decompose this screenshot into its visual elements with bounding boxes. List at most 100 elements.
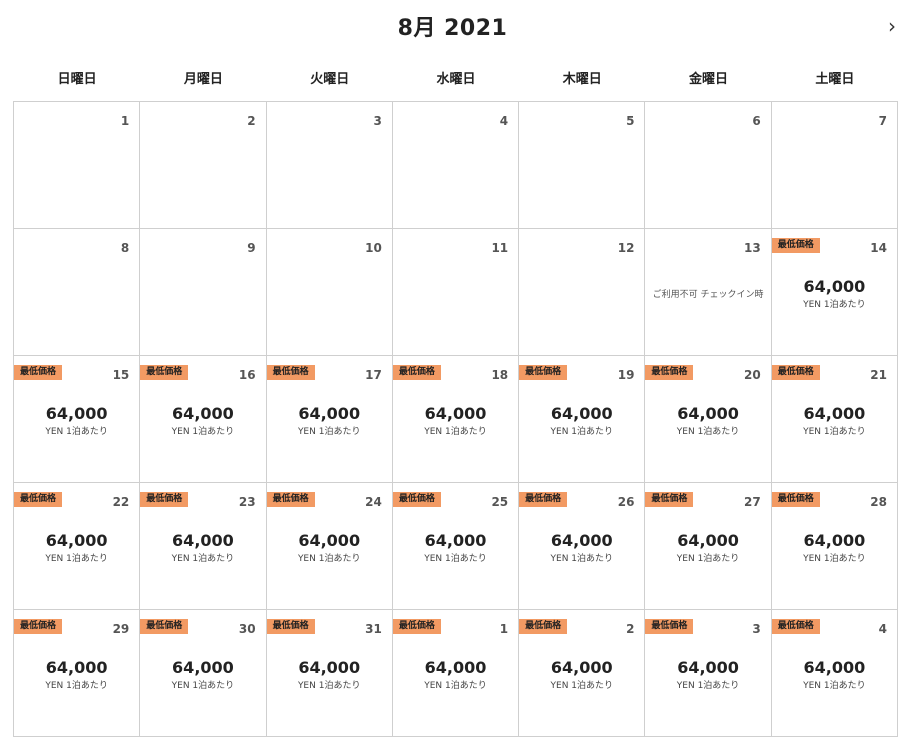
day-cell[interactable]: 20 最低価格 64,000 YEN 1泊あたり <box>645 356 772 483</box>
price-unit: YEN 1泊あたり <box>803 427 866 437</box>
price-unit: YEN 1泊あたり <box>803 681 866 691</box>
day-cell[interactable]: 31 最低価格 64,000 YEN 1泊あたり <box>266 610 393 737</box>
calendar-grid: 1 2 3 4 5 6 7 8 9 10 11 12 13 ご利用不可 チェックイン時 14 最低価格 64,0… <box>13 101 898 737</box>
day-number: 18 <box>491 368 509 382</box>
day-cell[interactable]: 21 最低価格 64,000 YEN 1泊あたり <box>771 356 898 483</box>
day-number: 16 <box>238 368 256 382</box>
price-unit: YEN 1泊あたり <box>803 554 866 564</box>
lowest-price-badge: 最低価格 <box>140 492 189 507</box>
lowest-price-badge: 最低価格 <box>771 619 820 634</box>
day-number: 8 <box>120 241 130 255</box>
price-unit: YEN 1泊あたり <box>297 427 361 437</box>
day-price: 64,000 <box>550 658 613 677</box>
day-price: 64,000 <box>424 658 487 677</box>
day-price: 64,000 <box>803 658 866 677</box>
day-number: 2 <box>626 622 635 636</box>
day-price: 64,000 <box>677 658 739 677</box>
price-unit: YEN 1泊あたり <box>550 427 614 437</box>
day-price: 64,000 <box>424 531 487 550</box>
day-price: 64,000 <box>550 404 613 423</box>
price-unit: YEN 1泊あたり <box>676 681 740 691</box>
day-cell[interactable]: 24 最低価格 64,000 YEN 1泊あたり <box>266 483 393 610</box>
day-number: 4 <box>499 114 509 128</box>
day-cell[interactable]: 8 <box>14 229 141 356</box>
day-cell[interactable]: 10 <box>266 229 393 356</box>
day-cell[interactable]: 15 最低価格 64,000 YEN 1泊あたり <box>14 356 141 483</box>
day-cell[interactable]: 27 最低価格 64,000 YEN 1泊あたり <box>645 483 772 610</box>
weekday-label: 金曜日 <box>689 72 729 87</box>
day-number: 29 <box>112 622 130 636</box>
day-number: 7 <box>878 114 887 128</box>
day-cell[interactable]: 2 <box>140 102 267 229</box>
price-unit: YEN 1泊あたり <box>424 554 487 564</box>
day-cell[interactable]: 7 <box>771 102 898 229</box>
weekday-label: 水曜日 <box>436 72 476 87</box>
day-cell[interactable]: 17 最低価格 64,000 YEN 1泊あたり <box>266 356 393 483</box>
day-price: 64,000 <box>803 531 866 550</box>
lowest-price-badge: 最低価格 <box>519 619 568 634</box>
day-number: 30 <box>238 622 256 636</box>
lowest-price-badge: 最低価格 <box>14 619 63 634</box>
chevron-right-icon[interactable]: › <box>888 14 896 38</box>
day-number: 12 <box>617 241 635 255</box>
day-number: 3 <box>752 622 761 636</box>
day-number: 24 <box>365 495 382 509</box>
weekday-label: 日曜日 <box>57 72 97 87</box>
day-cell[interactable]: 22 最低価格 64,000 YEN 1泊あたり <box>14 483 141 610</box>
day-price: 64,000 <box>172 531 234 550</box>
lowest-price-badge: 最低価格 <box>392 619 441 634</box>
day-price: 64,000 <box>45 404 108 423</box>
lowest-price-badge: 最低価格 <box>266 365 315 380</box>
day-cell[interactable]: 28 最低価格 64,000 YEN 1泊あたり <box>771 483 898 610</box>
day-cell[interactable]: 16 最低価格 64,000 YEN 1泊あたり <box>140 356 267 483</box>
day-number: 21 <box>870 368 887 382</box>
day-cell[interactable]: 3 最低価格 64,000 YEN 1泊あたり <box>645 610 772 737</box>
price-unit: YEN 1泊あたり <box>171 681 235 691</box>
price-unit: YEN 1泊あたり <box>803 300 866 310</box>
day-cell[interactable]: 2 最低価格 64,000 YEN 1泊あたり <box>519 610 646 737</box>
weekday-label: 土曜日 <box>815 72 855 87</box>
day-cell[interactable]: 1 最低価格 64,000 YEN 1泊あたり <box>392 610 520 737</box>
price-unit: YEN 1泊あたり <box>550 554 614 564</box>
day-cell[interactable]: 25 最低価格 64,000 YEN 1泊あたり <box>392 483 520 610</box>
day-cell[interactable]: 3 <box>266 102 393 229</box>
price-unit: YEN 1泊あたり <box>297 681 361 691</box>
day-cell[interactable]: 13 ご利用不可 チェックイン時 <box>645 229 772 356</box>
lowest-price-badge: 最低価格 <box>266 492 315 507</box>
lowest-price-badge: 最低価格 <box>771 238 820 253</box>
day-number: 11 <box>491 241 509 255</box>
day-number: 31 <box>365 622 382 636</box>
lowest-price-badge: 最低価格 <box>771 365 820 380</box>
day-number: 20 <box>744 368 761 382</box>
lowest-price-badge: 最低価格 <box>519 365 568 380</box>
day-cell[interactable]: 4 <box>392 102 520 229</box>
day-cell[interactable]: 9 <box>140 229 267 356</box>
day-cell[interactable]: 12 <box>519 229 646 356</box>
day-cell[interactable]: 29 最低価格 64,000 YEN 1泊あたり <box>14 610 141 737</box>
day-cell[interactable]: 19 最低価格 64,000 YEN 1泊あたり <box>519 356 646 483</box>
day-number: 14 <box>870 241 887 255</box>
day-cell[interactable]: 1 <box>14 102 141 229</box>
day-number: 4 <box>878 622 887 636</box>
day-number: 19 <box>617 368 635 382</box>
lowest-price-badge: 最低価格 <box>771 492 820 507</box>
day-cell[interactable]: 30 最低価格 64,000 YEN 1泊あたり <box>140 610 267 737</box>
day-number: 2 <box>247 114 256 128</box>
lowest-price-badge: 最低価格 <box>645 492 694 507</box>
lowest-price-badge: 最低価格 <box>645 365 694 380</box>
day-cell[interactable]: 18 最低価格 64,000 YEN 1泊あたり <box>392 356 520 483</box>
weekday-header: 日曜日 月曜日 火曜日 水曜日 木曜日 金曜日 土曜日 <box>14 68 898 87</box>
day-cell[interactable]: 14 最低価格 64,000 YEN 1泊あたり <box>771 229 898 356</box>
day-number: 25 <box>491 495 509 509</box>
day-cell[interactable]: 6 <box>645 102 772 229</box>
lowest-price-badge: 最低価格 <box>519 492 568 507</box>
day-number: 10 <box>365 241 382 255</box>
day-number: 5 <box>626 114 635 128</box>
day-number: 6 <box>752 114 761 128</box>
day-cell[interactable]: 23 最低価格 64,000 YEN 1泊あたり <box>140 483 267 610</box>
day-cell[interactable]: 11 <box>392 229 520 356</box>
day-cell[interactable]: 26 最低価格 64,000 YEN 1泊あたり <box>519 483 646 610</box>
day-cell[interactable]: 4 最低価格 64,000 YEN 1泊あたり <box>771 610 898 737</box>
day-number: 1 <box>499 622 509 636</box>
day-cell[interactable]: 5 <box>519 102 646 229</box>
